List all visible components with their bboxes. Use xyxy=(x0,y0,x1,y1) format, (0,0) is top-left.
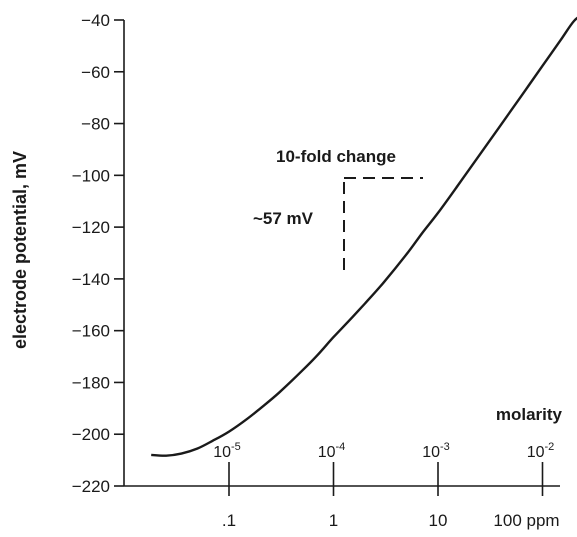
molarity-axis: molarity 10-5 10-4 10-3 10-2 xyxy=(213,405,563,486)
series-line xyxy=(151,16,577,457)
x-tick-label: 100 ppm xyxy=(493,511,559,530)
x-tick-label: .1 xyxy=(222,511,236,530)
annotation-layer: 10-fold change ~57 mV xyxy=(253,147,423,270)
y-tick-label: −220 xyxy=(72,477,110,496)
y-tick-label: −60 xyxy=(81,63,110,82)
molarity-tick-label: 10-5 xyxy=(213,441,241,461)
molarity-tick-label: 10-3 xyxy=(422,441,450,461)
molarity-tick-label: 10-2 xyxy=(527,441,555,461)
y-tick-label: −120 xyxy=(72,218,110,237)
molarity-tick-label: 10-4 xyxy=(318,441,346,461)
x-axis: .1 1 10 100 ppm xyxy=(124,485,560,530)
y-tick-label: −180 xyxy=(72,373,110,392)
molarity-label: molarity xyxy=(496,405,563,424)
y-tick-label: −200 xyxy=(72,425,110,444)
slope-mv-label: ~57 mV xyxy=(253,209,314,228)
y-tick-label: −160 xyxy=(72,322,110,341)
y-axis: −40 −60 −80 −100 −120 −140 −160 −180 −200 −220 xyxy=(72,11,125,496)
y-tick-label: −100 xyxy=(72,166,110,185)
y-tick-label: −80 xyxy=(81,115,110,134)
y-tick-label: −40 xyxy=(81,11,110,30)
y-axis-title: electrode potential, mV xyxy=(10,151,30,349)
plot-area xyxy=(151,16,577,457)
ten-fold-change-label: 10-fold change xyxy=(276,147,396,166)
y-tick-label: −140 xyxy=(72,270,110,289)
x-tick-label: 10 xyxy=(429,511,448,530)
x-tick-label: 1 xyxy=(329,511,338,530)
